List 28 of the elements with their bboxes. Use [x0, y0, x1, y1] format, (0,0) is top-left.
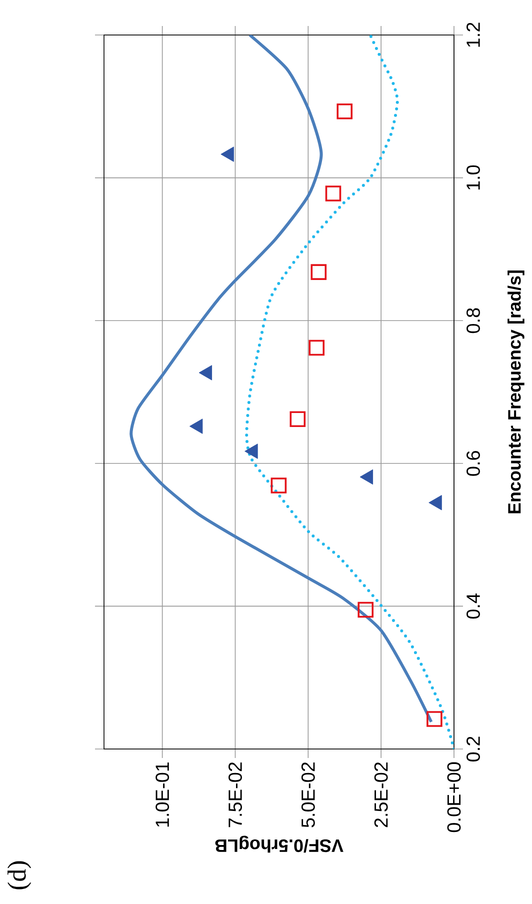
point — [198, 365, 212, 380]
y-tick-label: 0.6 — [466, 451, 480, 476]
y-tick-label: 1.2 — [466, 22, 480, 47]
point — [358, 602, 374, 618]
point — [310, 264, 327, 280]
point — [325, 186, 342, 202]
line-series — [245, 35, 454, 749]
point — [244, 444, 258, 459]
point — [426, 711, 442, 727]
x-tick-label: 5.0E-02 — [301, 762, 315, 828]
x-tick-label: 7.5E-02 — [228, 762, 242, 828]
point — [189, 418, 203, 434]
point — [270, 478, 287, 494]
x-tick-label: 1.0E-01 — [156, 762, 170, 827]
line-series — [130, 35, 433, 724]
x-axis-title: VSF/0.5rhogLB — [215, 836, 344, 853]
y-tick-label: 1.0 — [466, 165, 480, 190]
y-tick-label: 0.4 — [466, 594, 480, 619]
point — [336, 103, 353, 120]
point — [308, 340, 325, 356]
y-tick-label: 0.2 — [466, 736, 480, 762]
x-tick-label: 0.0E+00 — [447, 762, 461, 832]
y-tick-label: 0.8 — [466, 308, 480, 334]
text: (d) — [8, 861, 32, 890]
x-tick-label: 2.5E-02 — [374, 762, 388, 828]
y-axis-title: Encounter Frequency [rad/s] — [508, 270, 524, 514]
point — [220, 146, 234, 162]
point — [290, 411, 306, 428]
